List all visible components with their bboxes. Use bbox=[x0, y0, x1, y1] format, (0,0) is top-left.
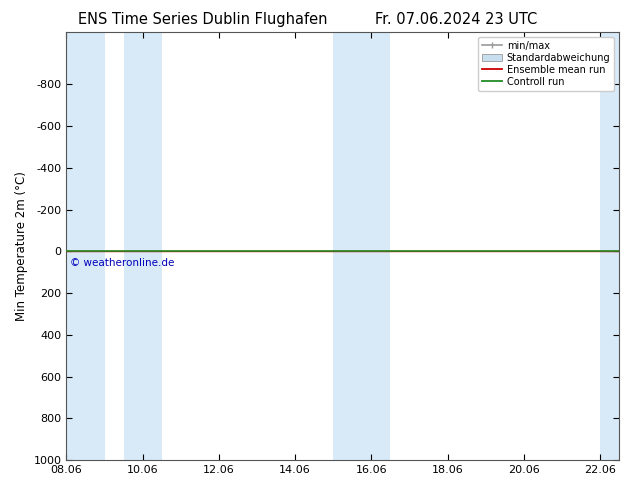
Y-axis label: Min Temperature 2m (°C): Min Temperature 2m (°C) bbox=[15, 171, 28, 321]
Legend: min/max, Standardabweichung, Ensemble mean run, Controll run: min/max, Standardabweichung, Ensemble me… bbox=[479, 37, 614, 91]
Bar bbox=[67, 32, 105, 460]
Bar bbox=[333, 32, 391, 460]
Text: Fr. 07.06.2024 23 UTC: Fr. 07.06.2024 23 UTC bbox=[375, 12, 538, 27]
Bar bbox=[124, 32, 162, 460]
Text: ENS Time Series Dublin Flughafen: ENS Time Series Dublin Flughafen bbox=[78, 12, 328, 27]
Bar bbox=[600, 32, 634, 460]
Text: © weatheronline.de: © weatheronline.de bbox=[70, 258, 174, 268]
